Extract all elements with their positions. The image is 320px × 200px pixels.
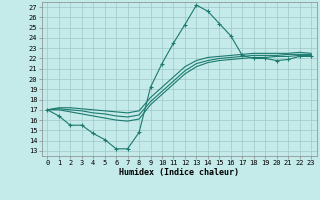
X-axis label: Humidex (Indice chaleur): Humidex (Indice chaleur) bbox=[119, 168, 239, 177]
